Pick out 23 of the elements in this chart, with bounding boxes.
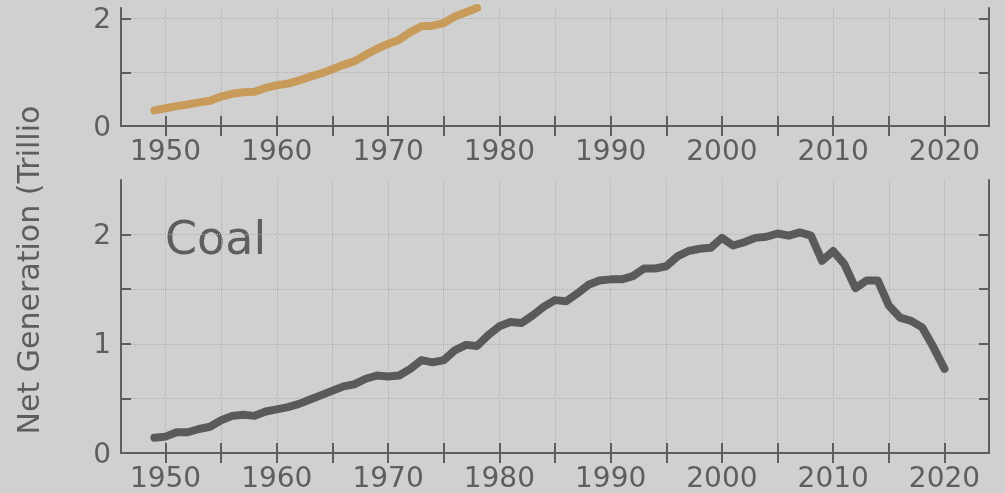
y-axis-title: Net Generation (Trillio <box>10 105 46 435</box>
annotation: Coal <box>165 211 267 265</box>
x-tick-label: 1980 <box>463 133 535 167</box>
y-tick-label: 0 <box>93 109 111 143</box>
x-tick-label: 2010 <box>797 460 869 493</box>
x-tick-label: 1960 <box>241 133 313 167</box>
y-tick-label: 0 <box>93 436 111 470</box>
x-tick-label: 2010 <box>797 133 869 167</box>
x-tick-label: 1970 <box>352 133 424 167</box>
x-tick-label: 1990 <box>575 460 647 493</box>
x-tick-label: 1970 <box>352 460 424 493</box>
x-tick-label: 1990 <box>575 133 647 167</box>
x-tick-label: 1950 <box>129 460 202 493</box>
y-tick-label: 1 <box>93 327 111 361</box>
x-tick-label: 2020 <box>908 460 981 493</box>
x-tick-label: 2020 <box>908 133 981 167</box>
x-tick-label: 2000 <box>686 133 758 167</box>
x-tick-label: 1960 <box>241 460 313 493</box>
x-tick-label: 2000 <box>686 460 758 493</box>
y-tick-label: 2 <box>93 2 111 36</box>
x-tick-label: 1980 <box>463 460 535 493</box>
y-tick-label: 2 <box>93 218 111 252</box>
x-tick-label: 1950 <box>129 133 202 167</box>
